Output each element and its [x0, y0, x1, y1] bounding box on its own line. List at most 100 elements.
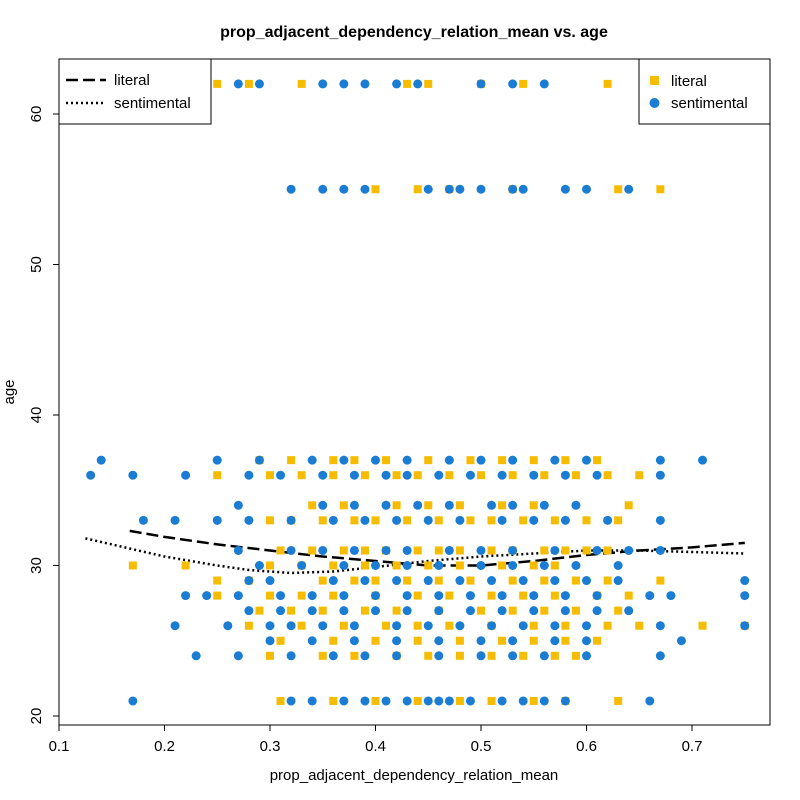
point-literal-39: [308, 501, 317, 510]
point-literal-80: [392, 561, 401, 570]
x-axis-label: prop_adjacent_dependency_relation_mean: [270, 767, 559, 784]
point-sentimental-67: [286, 515, 296, 525]
y-tick-label-4: 60: [28, 106, 45, 123]
smooth-line-sentimental: [85, 537, 745, 575]
point-literal-1: [244, 79, 253, 88]
point-sentimental-179: [539, 651, 549, 661]
point-sentimental-123: [434, 591, 444, 601]
point-literal-32: [445, 471, 454, 480]
point-sentimental-45: [402, 470, 412, 480]
point-literal-89: [350, 576, 359, 585]
point-literal-129: [529, 621, 538, 630]
point-literal-20: [466, 456, 475, 465]
point-sentimental-23: [96, 455, 106, 465]
point-sentimental-96: [434, 561, 444, 570]
point-sentimental-184: [307, 696, 317, 706]
point-sentimental-64: [170, 515, 180, 525]
point-sentimental-93: [339, 561, 349, 570]
point-sentimental-118: [276, 591, 286, 601]
point-sentimental-35: [655, 455, 665, 465]
point-literal-38: [635, 471, 644, 480]
point-literal-153: [571, 651, 580, 660]
point-sentimental-14: [423, 184, 433, 194]
point-sentimental-85: [476, 545, 486, 555]
point-literal-17: [350, 456, 359, 465]
point-literal-101: [297, 591, 306, 600]
marker-legend-key-literal: [650, 76, 659, 85]
point-literal-75: [181, 561, 190, 570]
point-literal-160: [529, 696, 538, 705]
point-sentimental-162: [349, 636, 359, 646]
point-sentimental-79: [286, 545, 296, 555]
point-sentimental-103: [265, 576, 275, 586]
point-sentimental-13: [360, 184, 370, 194]
point-sentimental-112: [582, 576, 591, 586]
point-literal-86: [213, 576, 222, 585]
marker-legend: literal sentimental: [638, 58, 771, 125]
point-sentimental-95: [402, 561, 412, 570]
point-sentimental-6: [413, 79, 423, 89]
point-literal-66: [434, 546, 443, 555]
point-sentimental-130: [666, 591, 676, 601]
point-sentimental-183: [286, 696, 296, 706]
point-sentimental-137: [402, 606, 412, 616]
point-literal-121: [614, 606, 623, 615]
point-sentimental-115: [181, 591, 191, 601]
point-literal-51: [371, 516, 380, 525]
point-sentimental-28: [371, 455, 380, 465]
point-sentimental-94: [371, 561, 380, 570]
point-sentimental-18: [508, 184, 518, 194]
point-literal-4: [424, 79, 433, 88]
point-sentimental-188: [402, 696, 412, 706]
point-sentimental-76: [603, 515, 613, 525]
point-literal-55: [487, 516, 496, 525]
point-sentimental-194: [518, 696, 528, 706]
point-sentimental-134: [307, 606, 317, 616]
point-sentimental-131: [740, 591, 750, 601]
point-sentimental-170: [191, 651, 201, 661]
point-sentimental-68: [328, 515, 338, 525]
point-literal-127: [445, 621, 454, 630]
point-literal-105: [445, 591, 454, 600]
point-sentimental-46: [434, 470, 444, 480]
point-sentimental-38: [128, 470, 138, 480]
point-literal-150: [487, 651, 496, 660]
point-literal-43: [455, 501, 464, 510]
point-sentimental-9: [539, 79, 549, 89]
point-sentimental-92: [297, 561, 307, 570]
point-literal-158: [455, 696, 464, 705]
point-literal-27: [297, 471, 306, 480]
point-literal-162: [614, 696, 623, 705]
point-literal-157: [413, 696, 422, 705]
point-literal-63: [360, 546, 369, 555]
point-sentimental-119: [307, 591, 317, 601]
line-legend-label-literal: literal: [114, 72, 150, 89]
point-literal-96: [571, 576, 580, 585]
point-literal-30: [392, 471, 401, 480]
point-sentimental-111: [550, 576, 560, 586]
point-sentimental-154: [487, 621, 497, 631]
point-literal-145: [318, 651, 327, 660]
point-sentimental-106: [392, 576, 402, 586]
point-sentimental-54: [318, 500, 328, 510]
point-literal-149: [455, 651, 464, 660]
point-sentimental-186: [360, 696, 370, 706]
point-literal-139: [455, 636, 464, 645]
point-sentimental-187: [381, 696, 391, 706]
point-sentimental-163: [392, 636, 402, 646]
point-sentimental-152: [423, 621, 433, 631]
point-literal-76: [266, 561, 274, 570]
point-sentimental-0: [233, 79, 243, 89]
point-sentimental-107: [423, 576, 433, 586]
point-sentimental-82: [381, 545, 391, 555]
y-tick-label-2: 40: [28, 407, 45, 424]
point-literal-74: [128, 561, 137, 570]
point-sentimental-69: [360, 515, 370, 525]
point-sentimental-63: [138, 515, 148, 525]
marker-legend-box: [638, 58, 771, 125]
point-literal-155: [329, 696, 338, 705]
chart-title: prop_adjacent_dependency_relation_mean v…: [220, 24, 608, 41]
point-literal-125: [382, 621, 391, 630]
point-sentimental-120: [339, 591, 349, 601]
point-sentimental-122: [402, 591, 412, 601]
